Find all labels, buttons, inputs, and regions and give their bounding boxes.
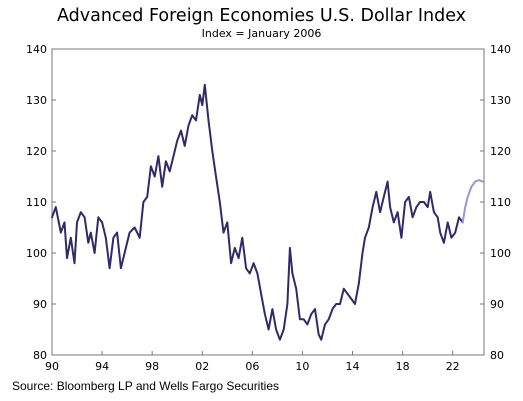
y-tick-label-right: 100 xyxy=(490,247,511,260)
y-tick-label-left: 120 xyxy=(26,145,47,158)
y-tick-label-right: 90 xyxy=(490,298,504,311)
x-tick-label: 90 xyxy=(45,360,59,373)
y-tick-label-right: 130 xyxy=(490,94,511,107)
x-tick-label: 22 xyxy=(446,360,460,373)
y-tick-label-left: 140 xyxy=(26,43,47,56)
y-tick-label-right: 120 xyxy=(490,145,511,158)
y-tick-label-right: 80 xyxy=(490,349,504,362)
chart-source: Source: Bloomberg LP and Wells Fargo Sec… xyxy=(12,379,280,393)
y-tick-label-left: 100 xyxy=(26,247,47,260)
series-line-1 xyxy=(461,179,484,224)
x-tick-label: 10 xyxy=(295,360,309,373)
y-tick-label-left: 110 xyxy=(26,196,47,209)
y-tick-label-right: 110 xyxy=(490,196,511,209)
x-tick-label: 18 xyxy=(396,360,410,373)
y-tick-label-right: 140 xyxy=(490,43,511,56)
x-tick-label: 02 xyxy=(195,360,209,373)
x-tick-label: 98 xyxy=(145,360,159,373)
y-tick-label-left: 130 xyxy=(26,94,47,107)
x-tick-label: 14 xyxy=(346,360,360,373)
chart-subtitle: Index = January 2006 xyxy=(201,27,322,40)
x-tick-label: 06 xyxy=(245,360,259,373)
series-line-0 xyxy=(51,83,464,341)
y-tick-label-left: 90 xyxy=(33,298,47,311)
x-tick-label: 94 xyxy=(95,360,109,373)
chart-title: Advanced Foreign Economies U.S. Dollar I… xyxy=(56,6,467,26)
y-tick-label-left: 80 xyxy=(33,349,47,362)
